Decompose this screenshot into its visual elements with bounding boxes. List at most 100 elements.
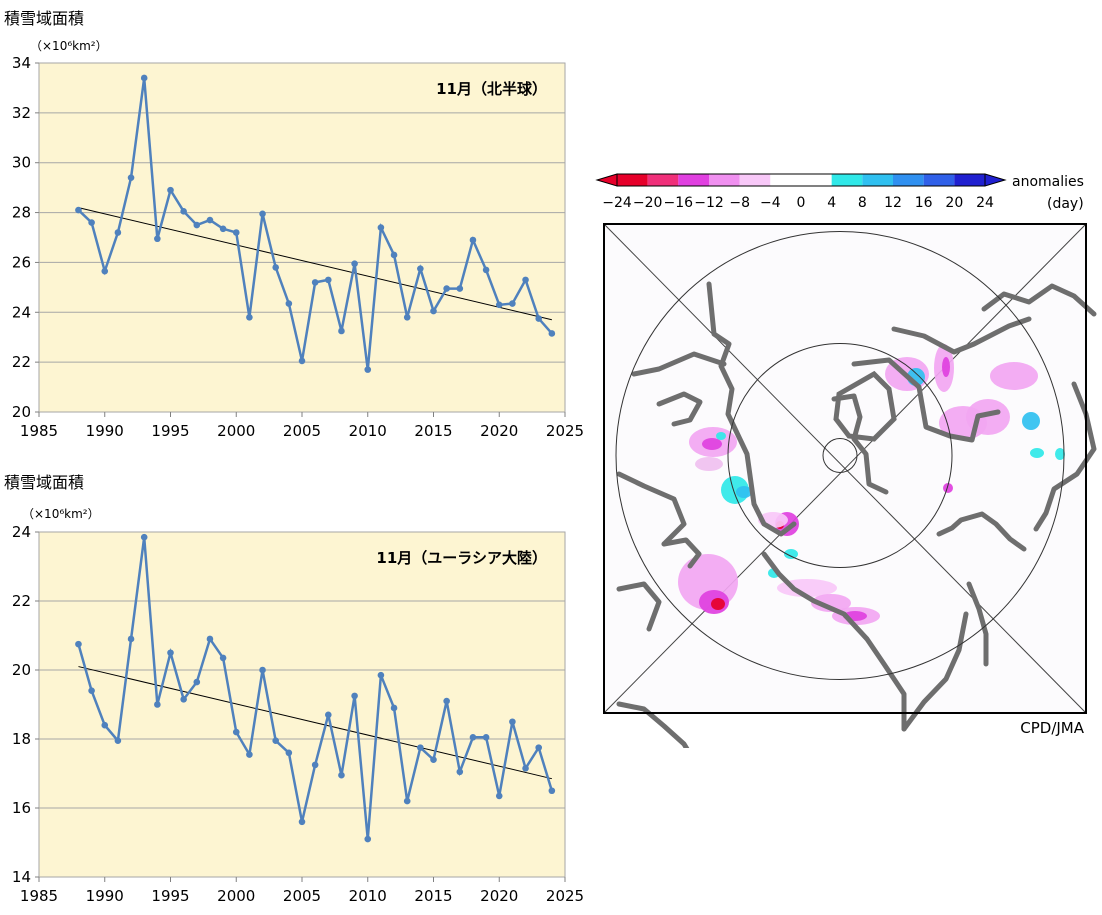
colorbar-segment bbox=[862, 174, 893, 186]
anomaly-region bbox=[1022, 412, 1040, 430]
colorbar-segment bbox=[954, 174, 985, 186]
x-tick-label: 1995 bbox=[151, 422, 189, 440]
anomaly-region bbox=[736, 486, 752, 498]
data-point bbox=[272, 264, 280, 271]
data-point bbox=[246, 313, 253, 321]
colorbar-tick-label: −8 bbox=[729, 195, 750, 211]
data-point bbox=[443, 697, 450, 705]
coastline bbox=[966, 581, 989, 667]
coastline bbox=[616, 471, 687, 547]
data-point bbox=[377, 224, 385, 231]
top-chart-ylabel: 積雪域面積 bbox=[4, 9, 85, 28]
x-tick-label: 2010 bbox=[349, 887, 387, 905]
colorbar-tick-label: −12 bbox=[694, 195, 724, 211]
y-tick-label: 30 bbox=[12, 154, 31, 172]
colorbar-tick-label: −16 bbox=[664, 195, 694, 211]
coastline bbox=[851, 357, 1001, 443]
colorbar-unit: (day) bbox=[1047, 196, 1084, 212]
colorbar-label: anomalies bbox=[1012, 174, 1084, 190]
anomaly-region bbox=[711, 598, 725, 610]
y-tick-label: 24 bbox=[12, 303, 31, 321]
data-point bbox=[364, 366, 372, 373]
coastline bbox=[981, 283, 1097, 317]
y-tick-label: 14 bbox=[12, 868, 31, 886]
data-point bbox=[246, 751, 253, 758]
y-tick-label: 32 bbox=[12, 104, 31, 122]
colorbar-tick-label: 20 bbox=[945, 195, 963, 211]
y-tick-label: 20 bbox=[12, 403, 31, 421]
colorbar-arrow-right bbox=[984, 173, 1007, 187]
anomaly-region bbox=[716, 432, 726, 440]
colorbar-tick-label: 8 bbox=[858, 195, 867, 211]
colorbar-tick-label: 0 bbox=[797, 195, 806, 211]
data-point bbox=[325, 276, 332, 284]
data-point bbox=[127, 174, 135, 181]
data-point bbox=[377, 671, 385, 679]
colorbar-segment bbox=[831, 174, 863, 186]
data-point bbox=[417, 265, 424, 272]
data-point bbox=[206, 216, 214, 224]
data-point bbox=[325, 711, 332, 719]
data-point bbox=[482, 266, 490, 274]
x-tick-label: 2000 bbox=[217, 887, 255, 905]
anomaly-region bbox=[695, 457, 723, 471]
snow-anomaly-map: −24 −20 −16 −12 −8 −4 0 4 8 12 16 20 24 anomalies (day… bbox=[595, 173, 1097, 748]
y-tick-label: 28 bbox=[12, 204, 31, 222]
x-tick-label: 1990 bbox=[86, 422, 124, 440]
data-point bbox=[259, 210, 266, 218]
colorbar-segment bbox=[709, 174, 740, 186]
coastline bbox=[661, 537, 702, 569]
y-tick-label: 24 bbox=[12, 523, 31, 541]
data-point bbox=[403, 313, 411, 321]
data-point bbox=[75, 640, 82, 648]
data-point bbox=[522, 276, 529, 284]
data-point bbox=[285, 300, 293, 307]
data-point bbox=[469, 733, 477, 741]
data-point bbox=[140, 533, 148, 541]
data-point bbox=[509, 718, 516, 726]
data-point bbox=[88, 219, 95, 226]
colorbar-tick-label: −24 bbox=[602, 195, 632, 211]
y-tick-label: 18 bbox=[12, 730, 31, 748]
data-point bbox=[88, 687, 95, 694]
anomaly-region bbox=[943, 483, 953, 493]
data-point bbox=[219, 225, 227, 233]
coastline bbox=[891, 316, 1032, 355]
coastline bbox=[616, 701, 690, 748]
data-point bbox=[154, 235, 161, 243]
chart-legend: 11月（北半球） bbox=[436, 80, 547, 98]
x-tick-label: 2025 bbox=[546, 422, 584, 440]
colorbar-segment bbox=[801, 174, 832, 186]
data-point bbox=[180, 208, 187, 215]
data-point bbox=[154, 701, 161, 708]
data-point bbox=[232, 728, 240, 736]
data-point bbox=[364, 835, 372, 843]
data-point bbox=[193, 221, 201, 229]
data-point bbox=[219, 654, 227, 662]
y-tick-label: 26 bbox=[12, 253, 31, 271]
data-point bbox=[390, 704, 398, 712]
data-point bbox=[232, 229, 240, 236]
data-point bbox=[167, 649, 174, 657]
x-tick-label: 2025 bbox=[546, 887, 584, 905]
x-tick-label: 2000 bbox=[217, 422, 255, 440]
eurasia-snow-cover-chart: 14 16 18 20 22 24 1985 1990 1995 2000 2005 2010 2015… bbox=[12, 523, 584, 905]
data-point bbox=[351, 692, 358, 700]
nh-snow-cover-chart: 20 22 24 26 28 30 32 34 1985 1990 1995 2000 2005 2010… bbox=[12, 54, 584, 440]
x-tick-label: 2005 bbox=[283, 887, 321, 905]
x-tick-label: 2010 bbox=[349, 422, 387, 440]
colorbar-tick-label: 4 bbox=[827, 195, 836, 211]
data-point bbox=[430, 307, 437, 315]
colorbar-tick-label: −20 bbox=[633, 195, 663, 211]
data-point bbox=[535, 744, 542, 751]
colorbar-segment bbox=[770, 174, 801, 186]
x-tick-label: 1995 bbox=[151, 887, 189, 905]
data-point bbox=[509, 300, 516, 307]
data-point bbox=[495, 301, 503, 309]
data-point bbox=[548, 787, 556, 795]
colorbar-arrow-left bbox=[595, 173, 618, 187]
x-tick-label: 1985 bbox=[20, 422, 58, 440]
x-tick-label: 1990 bbox=[86, 887, 124, 905]
latitude-circle bbox=[822, 438, 858, 473]
meridian-line bbox=[603, 223, 1087, 714]
